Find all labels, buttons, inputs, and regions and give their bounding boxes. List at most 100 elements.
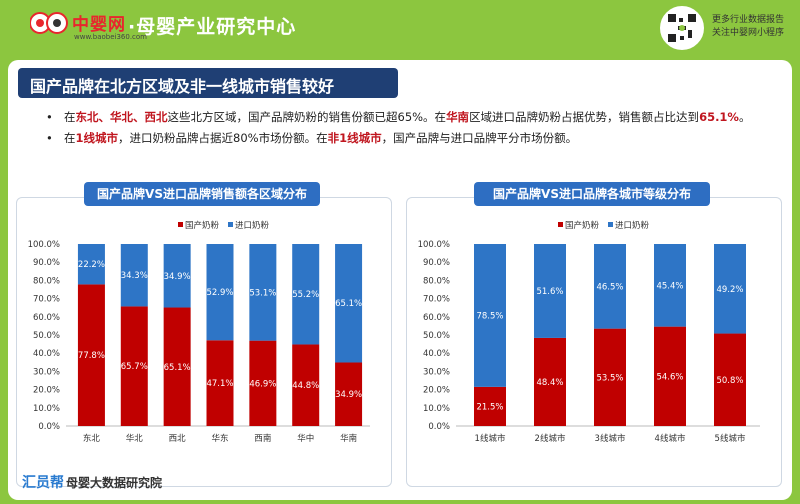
x-tick-label: 3线城市 — [595, 433, 626, 444]
city-tier-stacked-bar-chart: 国产奶粉 进口奶粉 0.0% 10.0% 20.0% 30.0% 40.0% 50.0% 60.… — [418, 220, 760, 444]
data-label-imported: 52.9% — [206, 288, 233, 298]
y-tick-label: 90.0% — [423, 258, 450, 268]
content-card: 国产品牌在北方区域及非一线城市销售较好 • 在东北、华北、西北这些北方区域，国产品… — [8, 60, 792, 500]
y-tick-label: 50.0% — [423, 331, 450, 341]
data-label-domestic: 50.8% — [716, 376, 743, 386]
bar-imported — [594, 244, 626, 329]
bar-domestic — [594, 328, 626, 426]
data-label-domestic: 53.5% — [596, 373, 623, 383]
data-label-imported: 78.5% — [476, 311, 503, 321]
legend-label: 进口奶粉 — [615, 220, 650, 231]
y-tick-label: 40.0% — [33, 349, 60, 359]
data-label-imported: 65.1% — [335, 299, 362, 309]
x-tick-label: 5线城市 — [715, 433, 746, 444]
bullet-item: • 在东北、华北、西北这些北方区域，国产品牌奶粉的销售份额已超65%。在华南区域进… — [42, 108, 762, 127]
highlight-text: 东北、华北、西北 — [75, 110, 168, 124]
region-stacked-bar-chart: 国产奶粉 进口奶粉 0.0% 10.0% 20.0% 30.0% 40.0% 50.0% 60.… — [28, 220, 370, 444]
data-label-imported: 55.2% — [292, 290, 319, 300]
legend: 国产奶粉 进口奶粉 — [558, 220, 650, 231]
data-label-domestic: 34.9% — [335, 390, 362, 400]
data-label-imported: 51.6% — [536, 287, 563, 297]
footer-logo: 汇员帮 母婴大数据研究院 — [22, 472, 162, 492]
x-tick-label: 华南 — [340, 433, 357, 444]
data-label-domestic: 48.4% — [536, 378, 563, 388]
y-tick-label: 20.0% — [33, 386, 60, 396]
bar-imported — [206, 244, 234, 341]
bar-domestic — [77, 284, 105, 426]
bar-domestic — [206, 340, 234, 426]
highlight-text: 非1线城市 — [327, 131, 382, 145]
bar-imported — [77, 244, 105, 285]
footer-sub: 母婴大数据研究院 — [66, 476, 163, 490]
y-tick-label: 0.0% — [38, 422, 60, 432]
data-label-domestic: 46.9% — [249, 379, 276, 389]
bar-domestic — [474, 386, 506, 426]
legend-swatch — [178, 222, 183, 227]
y-tick-label: 100.0% — [418, 240, 450, 250]
bar-imported — [335, 244, 363, 363]
qr-code-icon[interactable] — [660, 6, 704, 50]
legend-label: 国产奶粉 — [565, 220, 600, 231]
bar-imported — [654, 244, 686, 327]
bullet-dot: • — [46, 131, 53, 145]
data-label-imported: 22.2% — [78, 260, 105, 270]
site-title: ·母婴产业研究中心 — [128, 16, 297, 38]
bullet-text: ，国产品牌与进口品牌平分市场份额。 — [381, 131, 578, 145]
promo-text: 更多行业数据报告 关注中婴网小程序 — [712, 14, 784, 40]
x-tick-label: 2线城市 — [535, 433, 566, 444]
legend-swatch — [558, 222, 563, 227]
promo-line-1: 更多行业数据报告 — [712, 15, 785, 25]
legend-label: 国产奶粉 — [185, 220, 220, 231]
bar-imported — [534, 244, 566, 338]
y-tick-label: 90.0% — [33, 258, 60, 268]
header: 中婴网 www.baobei360.com ·母婴产业研究中心 更多行业数据报告… — [0, 0, 800, 56]
x-tick-label: 1线城市 — [475, 433, 506, 444]
y-tick-label: 10.0% — [33, 404, 60, 414]
y-tick-label: 70.0% — [33, 295, 60, 305]
y-tick-label: 10.0% — [423, 404, 450, 414]
bar-imported — [714, 244, 746, 334]
x-tick-label: 华中 — [297, 433, 314, 444]
bar-domestic — [120, 306, 148, 426]
x-tick-label: 华东 — [211, 433, 228, 444]
legend: 国产奶粉 进口奶粉 — [178, 220, 270, 231]
bar-domestic — [714, 333, 746, 426]
x-tick-label: 东北 — [83, 433, 101, 444]
y-tick-label: 0.0% — [428, 422, 450, 432]
bullet-text: 在 — [64, 110, 76, 124]
bar-imported — [474, 244, 506, 387]
legend-label: 进口奶粉 — [235, 220, 270, 231]
data-label-domestic: 77.8% — [78, 351, 105, 361]
y-tick-label: 30.0% — [423, 367, 450, 377]
y-tick-label: 80.0% — [33, 276, 60, 286]
bullet-dot: • — [46, 110, 53, 124]
y-tick-label: 70.0% — [423, 295, 450, 305]
bullet-item: • 在1线城市，进口奶粉品牌占据近80%市场份额。在非1线城市，国产品牌与进口品牌… — [42, 129, 762, 148]
bar-domestic — [249, 340, 277, 426]
x-tick-label: 4线城市 — [655, 433, 686, 444]
brand-url: www.baobei360.com — [74, 33, 148, 41]
chart-title-city: 国产品牌VS进口品牌各城市等级分布 — [474, 182, 710, 206]
x-tick-label: 华北 — [126, 433, 144, 444]
data-label-imported: 34.3% — [121, 271, 148, 281]
legend-swatch — [608, 222, 613, 227]
bullet-text: 在 — [64, 131, 76, 145]
bar-domestic — [335, 362, 363, 426]
bar-imported — [163, 244, 191, 308]
bullet-text: ，进口奶粉品牌占据近80%市场份额。在 — [118, 131, 328, 145]
legend-swatch — [228, 222, 233, 227]
bar-imported — [249, 244, 277, 341]
y-tick-label: 100.0% — [28, 240, 60, 250]
y-tick-label: 50.0% — [33, 331, 60, 341]
data-label-domestic: 54.6% — [656, 372, 683, 382]
promo-line-2: 关注中婴网小程序 — [712, 28, 785, 38]
bar-imported — [292, 244, 320, 345]
bullet-text: 。 — [738, 110, 751, 124]
data-label-domestic: 65.1% — [164, 363, 191, 373]
bar-domestic — [654, 326, 686, 426]
footer-brand: 汇员帮 — [22, 475, 64, 491]
bullet-text: 区域进口品牌奶粉占据优势，销售额占比达到 — [469, 110, 700, 124]
x-tick-label: 西北 — [169, 434, 187, 444]
title-banner: 国产品牌在北方区域及非一线城市销售较好 — [18, 68, 398, 98]
y-tick-label: 40.0% — [423, 349, 450, 359]
